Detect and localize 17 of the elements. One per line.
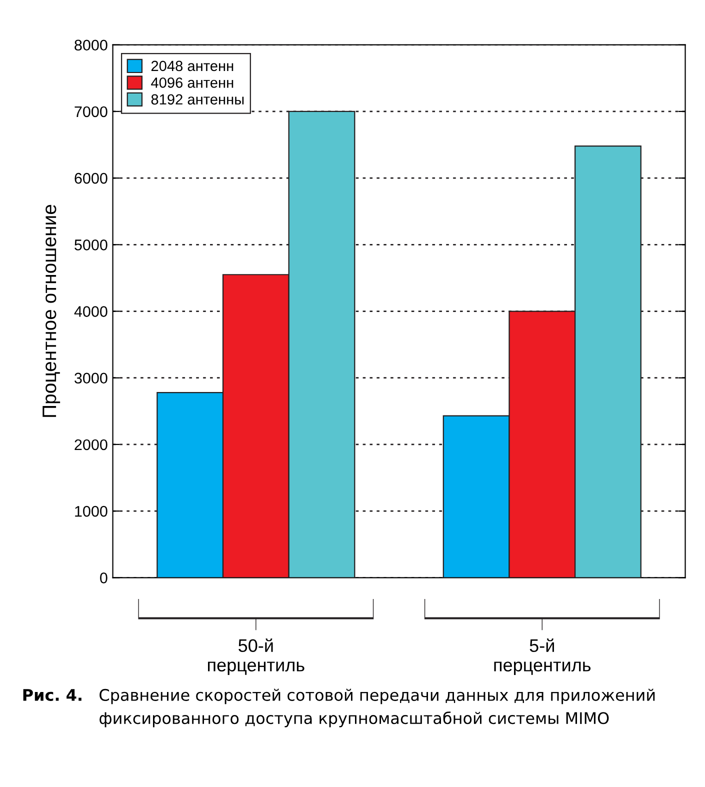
legend-label: 8192 антенны (151, 94, 244, 105)
y-tick-label: 7000 (74, 106, 108, 118)
y-tick-label: 4000 (74, 306, 108, 317)
y-tick-label: 2000 (74, 439, 108, 450)
legend-label: 2048 антенн (151, 60, 234, 72)
x-tick-label: 50-й перцентиль (208, 638, 304, 676)
y-tick-label: 6000 (74, 172, 108, 184)
legend-label: 4096 антенн (151, 78, 234, 88)
x-tick-label: 5-й перцентиль (494, 638, 591, 676)
y-tick-label: 8000 (74, 40, 108, 51)
y-tick-label: 1000 (75, 506, 108, 517)
text: Сравнение скоростей сотовой передачи данных для приложений фиксированного доступа крупномасштабной системы MIMO (100, 688, 655, 728)
y-axis-title: Процентное отношение (42, 204, 60, 417)
text: Рис. 4. (23, 689, 82, 701)
y-tick-label: 3000 (74, 372, 108, 384)
y-tick-label: 0 (100, 572, 108, 584)
y-tick-label: 5000 (74, 240, 108, 250)
